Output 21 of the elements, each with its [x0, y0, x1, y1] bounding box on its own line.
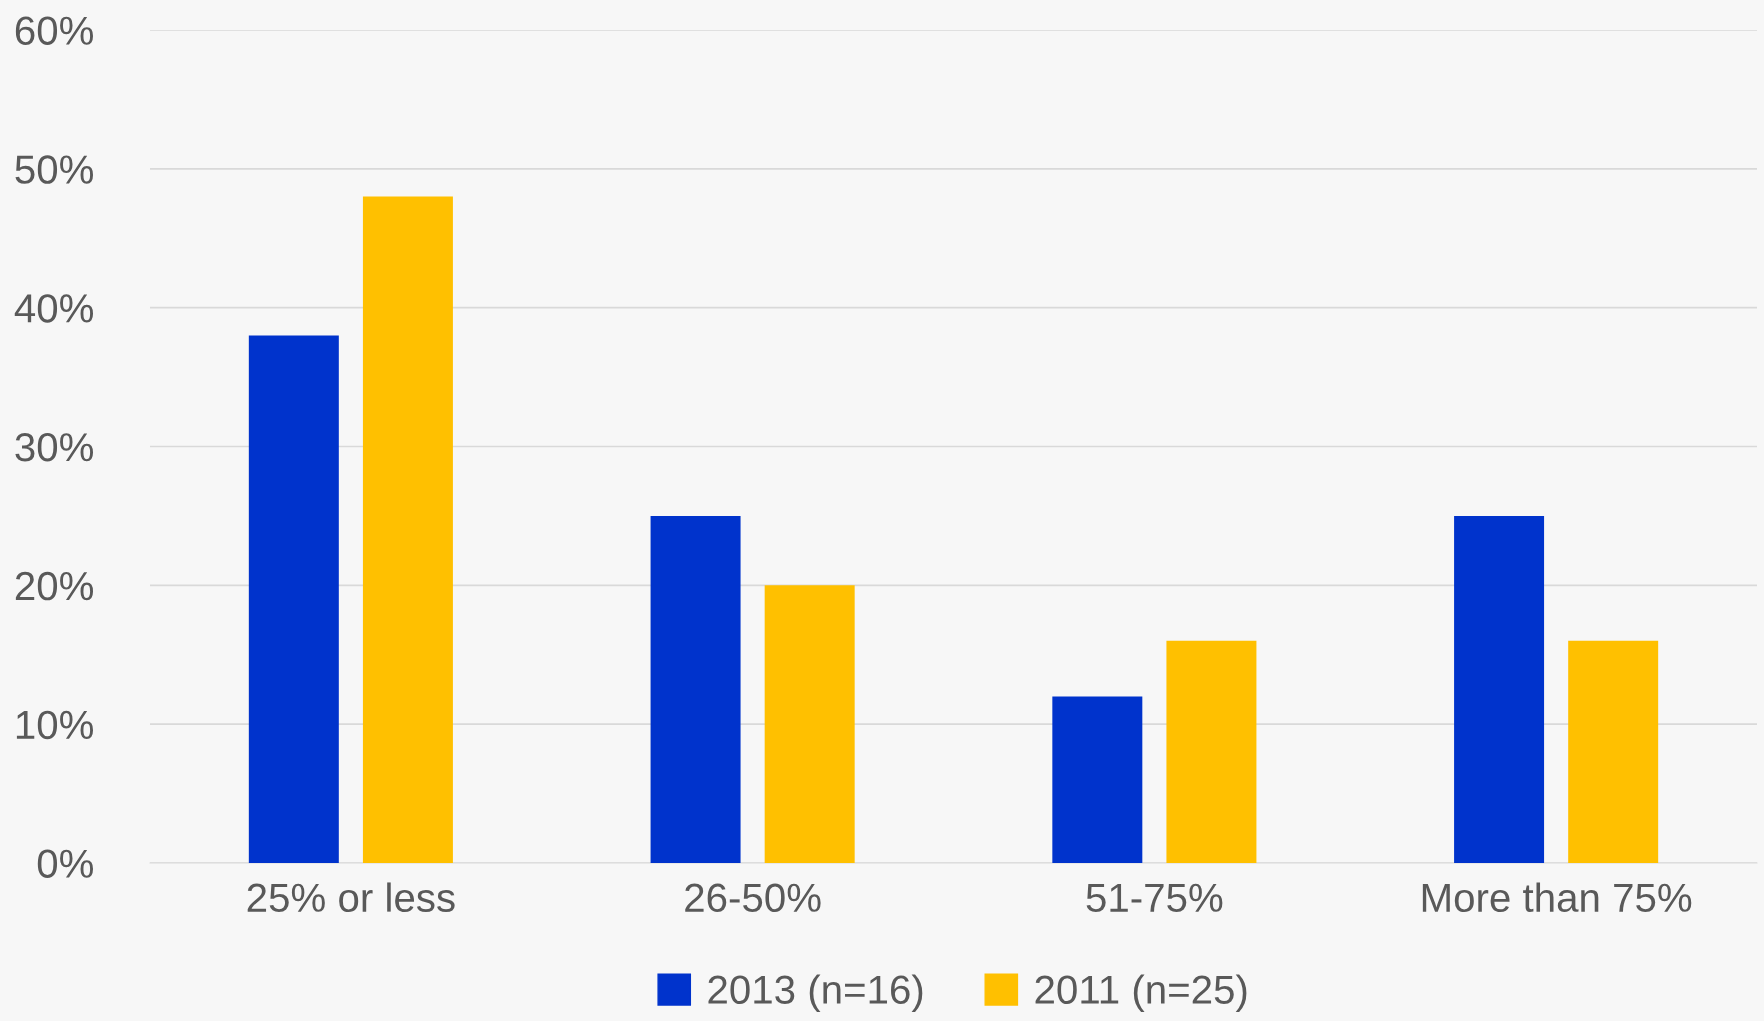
legend-label: 2013 (n=16) — [708, 974, 923, 1012]
bar — [764, 585, 855, 863]
bar — [650, 515, 741, 863]
y-tick-label: 0% — [37, 849, 94, 878]
x-tick-label: 25% or less — [247, 882, 455, 913]
bar — [1568, 640, 1659, 863]
bar — [1454, 515, 1545, 863]
y-tick-label: 30% — [15, 432, 94, 462]
y-tick-label: 50% — [15, 155, 94, 184]
bar — [1052, 696, 1143, 863]
x-tick-label: More than 75% — [1422, 882, 1692, 913]
x-tick-label: 26-50% — [685, 883, 821, 913]
legend-label: 2011 (n=25) — [1035, 974, 1247, 1012]
bar — [248, 335, 339, 863]
y-tick-label: 20% — [15, 571, 94, 601]
y-tick-label: 10% — [16, 710, 94, 740]
x-tick-label: 51-75% — [1086, 883, 1223, 913]
bar — [1166, 640, 1257, 863]
y-tick-label: 40% — [14, 294, 94, 323]
y-tick-label: 60% — [15, 16, 94, 45]
bar — [362, 196, 453, 863]
